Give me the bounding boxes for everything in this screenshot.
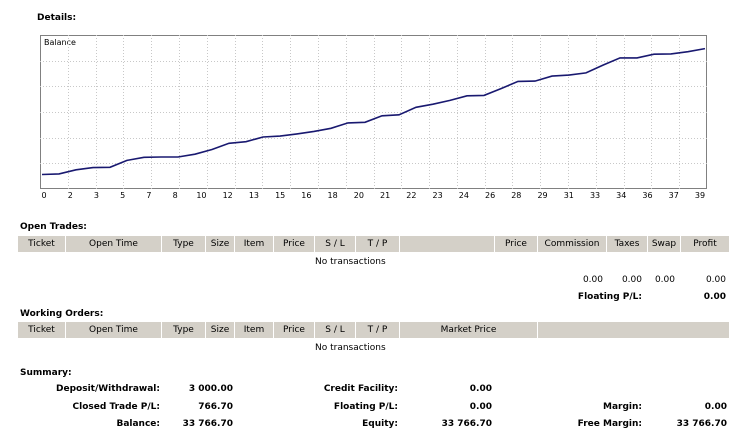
wo-col-market-price[interactable]: Market Price: [400, 322, 538, 338]
x-tick-label: 3: [93, 191, 100, 200]
x-tick-label: 2: [67, 191, 73, 200]
col-price-2[interactable]: Price: [495, 236, 538, 252]
wo-col-price[interactable]: Price: [274, 322, 315, 338]
col-open-time[interactable]: Open Time: [66, 236, 162, 252]
x-tick-label: 21: [380, 191, 391, 200]
x-tick-label: 31: [563, 191, 574, 200]
balance-value: 33 766.70: [182, 419, 233, 429]
x-tick-label: 18: [327, 191, 338, 200]
wo-col-open-time[interactable]: Open Time: [66, 322, 162, 338]
x-tick-label: 33: [589, 191, 601, 200]
credit-label: Credit Facility:: [323, 384, 398, 394]
col-type[interactable]: Type: [162, 236, 206, 252]
col-price[interactable]: Price: [274, 236, 315, 252]
x-tick-label: 28: [511, 191, 522, 200]
equity-value: 33 766.70: [441, 419, 492, 429]
total-swap: 0.00: [654, 275, 675, 285]
total-taxes: 0.00: [621, 275, 642, 285]
credit-value: 0.00: [469, 384, 492, 394]
summary-title: Summary:: [20, 368, 72, 378]
free-margin-value: 33 766.70: [676, 419, 727, 429]
x-tick-label: 36: [642, 191, 653, 200]
x-tick-label: 15: [275, 191, 286, 200]
wo-col-blank[interactable]: [538, 322, 730, 338]
total-profit: 0.00: [705, 275, 726, 285]
free-margin-label: Free Margin:: [577, 419, 642, 429]
details-title: Details:: [37, 13, 77, 23]
col-sl[interactable]: S / L: [315, 236, 356, 252]
wo-col-sl[interactable]: S / L: [315, 322, 356, 338]
col-size[interactable]: Size: [206, 236, 235, 252]
col-tp[interactable]: T / P: [356, 236, 400, 252]
x-tick-label: 13: [248, 191, 259, 200]
col-item[interactable]: Item: [235, 236, 274, 252]
x-tick-label: 8: [172, 191, 178, 200]
open-trades-title: Open Trades:: [20, 222, 87, 232]
x-tick-label: 12: [222, 191, 233, 200]
x-tick-label: 7: [146, 191, 152, 200]
deposit-label: Deposit/Withdrawal:: [56, 384, 160, 394]
x-tick-label: 24: [458, 191, 469, 200]
summary-floating-value: 0.00: [469, 402, 492, 412]
wo-col-size[interactable]: Size: [206, 322, 235, 338]
working-orders-header: Ticket Open Time Type Size Item Price S …: [18, 322, 730, 338]
balance-label: Balance:: [116, 419, 160, 429]
open-floating-value: 0.00: [703, 292, 726, 302]
chart-series-label: Balance: [44, 38, 76, 47]
margin-value: 0.00: [704, 402, 727, 412]
working-orders-title: Working Orders:: [20, 309, 104, 319]
x-tick-label: 20: [353, 191, 364, 200]
x-tick-label: 22: [406, 191, 417, 200]
deposit-value: 3 000.00: [188, 384, 233, 394]
x-tick-label: 37: [668, 191, 679, 200]
x-tick-label: 29: [537, 191, 548, 200]
closed-pl-label: Closed Trade P/L:: [72, 402, 160, 412]
x-tick-label: 23: [432, 191, 443, 200]
x-tick-label: 16: [301, 191, 312, 200]
total-commission: 0.00: [582, 275, 603, 285]
wo-col-type[interactable]: Type: [162, 322, 206, 338]
col-ticket[interactable]: Ticket: [18, 236, 66, 252]
open-floating-label: Floating P/L:: [577, 292, 642, 302]
open-trades-header: Ticket Open Time Type Size Item Price S …: [18, 236, 730, 252]
balance-chart: [40, 35, 707, 189]
col-taxes[interactable]: Taxes: [607, 236, 648, 252]
working-orders-empty: No transactions: [315, 343, 386, 353]
col-profit[interactable]: Profit: [681, 236, 730, 252]
balance-series-line: [41, 47, 706, 176]
open-trades-empty: No transactions: [315, 257, 386, 267]
margin-label: Margin:: [602, 402, 642, 412]
x-tick-label: 34: [616, 191, 627, 200]
x-tick-label: 0: [41, 191, 47, 200]
x-tick-label: 10: [196, 191, 207, 200]
x-tick-label: 5: [120, 191, 126, 200]
x-tick-label: 26: [484, 191, 496, 200]
equity-label: Equity:: [362, 419, 398, 429]
col-blank[interactable]: [400, 236, 495, 252]
wo-col-ticket[interactable]: Ticket: [18, 322, 66, 338]
x-tick-label: 39: [694, 191, 706, 200]
summary-floating-label: Floating P/L:: [333, 402, 398, 412]
wo-col-tp[interactable]: T / P: [356, 322, 400, 338]
col-swap[interactable]: Swap: [648, 236, 681, 252]
wo-col-item[interactable]: Item: [235, 322, 274, 338]
col-commission[interactable]: Commission: [538, 236, 607, 252]
closed-pl-value: 766.70: [198, 402, 233, 412]
